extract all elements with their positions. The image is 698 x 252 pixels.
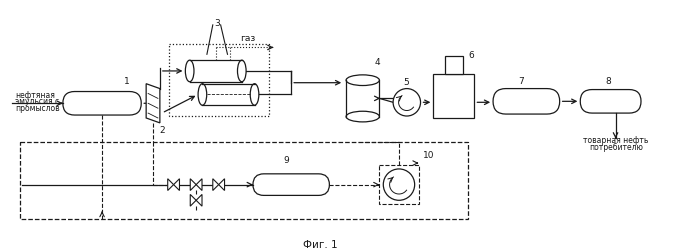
FancyBboxPatch shape [63, 92, 141, 116]
Text: 3: 3 [214, 19, 220, 28]
Polygon shape [196, 179, 202, 191]
Text: потребителю: потребителю [589, 143, 643, 152]
FancyBboxPatch shape [253, 174, 329, 196]
Ellipse shape [346, 112, 380, 122]
Polygon shape [218, 179, 225, 191]
Bar [433, 75, 475, 118]
FancyBboxPatch shape [580, 90, 641, 114]
Polygon shape [146, 84, 160, 123]
Text: 7: 7 [519, 77, 524, 85]
Circle shape [393, 89, 420, 117]
Polygon shape [174, 179, 179, 191]
Text: 4: 4 [375, 58, 380, 67]
Polygon shape [191, 179, 196, 191]
Text: товарная нефть: товарная нефть [584, 135, 648, 144]
Bar [20, 143, 468, 219]
Text: 10: 10 [422, 151, 434, 160]
Bar [445, 57, 463, 75]
Text: 6: 6 [468, 51, 475, 60]
Text: промыслов: промыслов [15, 104, 59, 113]
Bar [190, 61, 242, 82]
Text: Фиг. 1: Фиг. 1 [303, 239, 338, 248]
Ellipse shape [237, 61, 246, 82]
Text: нефтяная: нефтяная [15, 90, 54, 99]
Bar [202, 84, 255, 106]
Ellipse shape [250, 84, 259, 106]
Polygon shape [168, 179, 174, 191]
Bar [169, 45, 269, 117]
Text: 1: 1 [124, 77, 129, 85]
Ellipse shape [346, 76, 380, 86]
Ellipse shape [186, 61, 194, 82]
Text: 8: 8 [606, 77, 611, 85]
Circle shape [383, 169, 415, 201]
Text: газ: газ [240, 34, 255, 43]
Text: 2: 2 [159, 125, 165, 134]
Text: 9: 9 [283, 155, 289, 165]
Polygon shape [213, 179, 218, 191]
Polygon shape [196, 195, 202, 206]
Text: 5: 5 [403, 78, 408, 86]
Bar [380, 165, 419, 204]
Ellipse shape [198, 84, 207, 106]
FancyBboxPatch shape [493, 89, 560, 115]
Text: эмульсия с: эмульсия с [15, 97, 59, 106]
Bar [346, 81, 380, 117]
Polygon shape [191, 195, 196, 206]
